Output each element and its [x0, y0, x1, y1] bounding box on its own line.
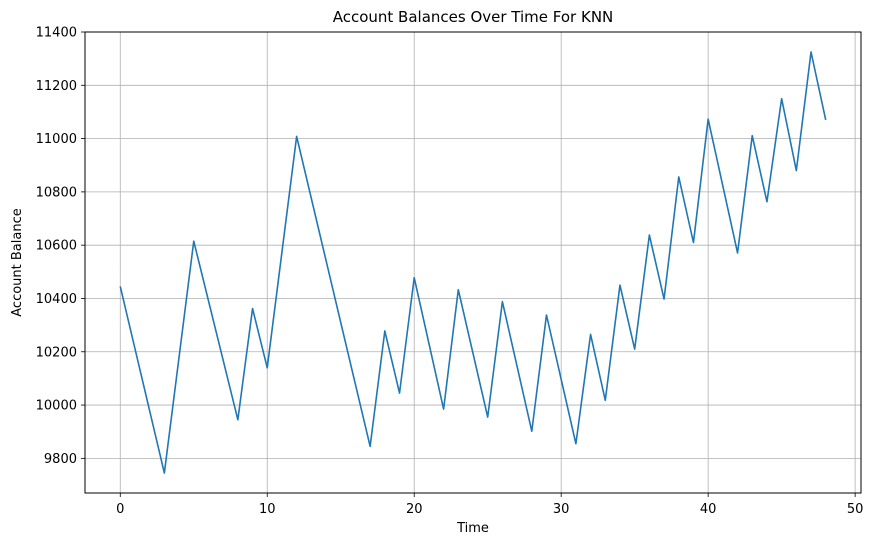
x-tick-label: 50: [847, 502, 864, 517]
y-tick-label: 10600: [36, 239, 77, 254]
series-line: [119, 51, 827, 474]
grid-layer: [85, 31, 861, 493]
line-layer: [119, 51, 827, 474]
y-tick-label: 10200: [36, 345, 77, 360]
y-tick-label: 10400: [36, 292, 77, 307]
tick-layer: 0 10 20 30 40 50 9800 10000 10200 10400 10600 10800…: [36, 26, 864, 518]
x-tick-label: 40: [700, 502, 717, 517]
y-tick-label: 9800: [44, 452, 77, 467]
y-tick-label: 11000: [36, 132, 77, 147]
y-axis-title: Account Balance: [10, 208, 25, 316]
y-tick-label: 11200: [36, 79, 77, 94]
x-tick-label: 10: [259, 502, 276, 517]
chart-title: Account Balances Over Time For KNN: [333, 8, 614, 26]
x-axis-title: Time: [456, 521, 489, 536]
y-tick-label: 10000: [36, 399, 77, 414]
x-tick-label: 30: [553, 502, 570, 517]
plot-frame: [84, 31, 862, 494]
y-tick-label: 11400: [36, 26, 77, 41]
x-tick-label: 0: [116, 502, 124, 517]
y-tick-label: 10800: [36, 185, 77, 200]
x-tick-label: 20: [406, 502, 423, 517]
